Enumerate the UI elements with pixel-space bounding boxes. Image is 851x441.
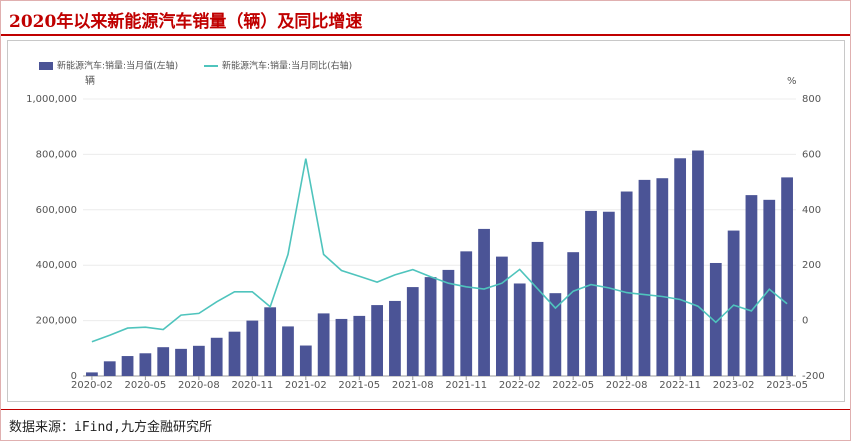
y2-axis-unit: % — [787, 76, 797, 87]
bar — [192, 345, 205, 376]
x-tick-label: 2022-11 — [659, 380, 701, 391]
x-tick-label: 2020-08 — [178, 380, 220, 391]
bar — [389, 300, 401, 376]
x-tick-label: 2022-02 — [499, 380, 541, 391]
y2-tick-label: 0 — [802, 316, 808, 327]
x-tick-label: 2021-05 — [338, 380, 380, 391]
divider — [1, 409, 850, 410]
bar — [496, 256, 508, 376]
y-tick-label: 600,000 — [36, 205, 77, 216]
bar — [139, 353, 152, 376]
bar — [371, 305, 383, 376]
legend-label: 新能源汽车:销量:当月值(左轴) — [57, 60, 178, 72]
bar — [335, 318, 348, 376]
x-tick-label: 2021-11 — [445, 380, 487, 391]
y-tick-label: 0 — [71, 371, 77, 382]
bar — [282, 326, 294, 376]
y-tick-label: 800,000 — [36, 149, 77, 160]
bar — [727, 230, 740, 376]
y-tick-label: 1,000,000 — [26, 94, 77, 105]
bar — [103, 361, 116, 376]
bar — [674, 158, 687, 376]
y2-tick-label: 200 — [802, 260, 821, 271]
bar — [442, 269, 455, 376]
bar — [478, 228, 490, 376]
bar — [157, 347, 170, 376]
bar — [264, 307, 277, 376]
line — [91, 158, 788, 343]
x-tick-label: 2022-05 — [552, 380, 594, 391]
bar — [656, 178, 669, 376]
x-tick-label: 2022-08 — [606, 380, 648, 391]
chart-frame — [7, 40, 845, 402]
y-tick-label: 200,000 — [36, 316, 77, 327]
bar — [460, 251, 473, 376]
bar — [86, 372, 98, 376]
bar — [299, 345, 312, 376]
bar — [781, 177, 793, 376]
bar — [585, 210, 597, 376]
y2-tick-label: 800 — [802, 94, 821, 105]
bar — [210, 337, 223, 376]
bar — [317, 313, 330, 376]
x-tick-label: 2020-02 — [71, 380, 113, 391]
bar — [121, 356, 134, 376]
bar — [353, 315, 366, 376]
y2-tick-label: 600 — [802, 149, 821, 160]
title: 2020年以来新能源汽车销量（辆）及同比增速 — [9, 12, 363, 32]
legend-label: 新能源汽车:销量:当月同比(右轴) — [222, 60, 352, 72]
divider — [1, 34, 850, 36]
bar — [638, 179, 651, 376]
bar — [531, 241, 544, 376]
bar — [228, 331, 241, 376]
bar — [745, 195, 758, 376]
y-tick-label: 400,000 — [36, 260, 77, 271]
source: 数据来源：iFind,九方金融研究所 — [9, 420, 212, 435]
x-tick-label: 2023-05 — [766, 380, 808, 391]
bar — [175, 348, 187, 376]
bar — [567, 252, 580, 376]
y2-tick-label: 400 — [802, 205, 821, 216]
bar — [513, 283, 526, 376]
x-tick-label: 2021-02 — [285, 380, 327, 391]
x-tick-label: 2023-02 — [713, 380, 755, 391]
bar — [406, 287, 419, 376]
bar — [549, 293, 562, 376]
bar — [424, 277, 437, 376]
y-axis-unit: 辆 — [85, 74, 95, 87]
legend-swatch — [39, 62, 53, 70]
bar — [709, 262, 722, 376]
x-tick-label: 2021-08 — [392, 380, 434, 391]
bar — [763, 199, 776, 376]
bar — [692, 150, 704, 376]
x-tick-label: 2020-11 — [231, 380, 273, 391]
bar — [620, 191, 633, 376]
y2-tick-label: -200 — [802, 371, 825, 382]
x-tick-label: 2020-05 — [124, 380, 166, 391]
bar — [602, 211, 615, 376]
bar — [246, 320, 259, 376]
